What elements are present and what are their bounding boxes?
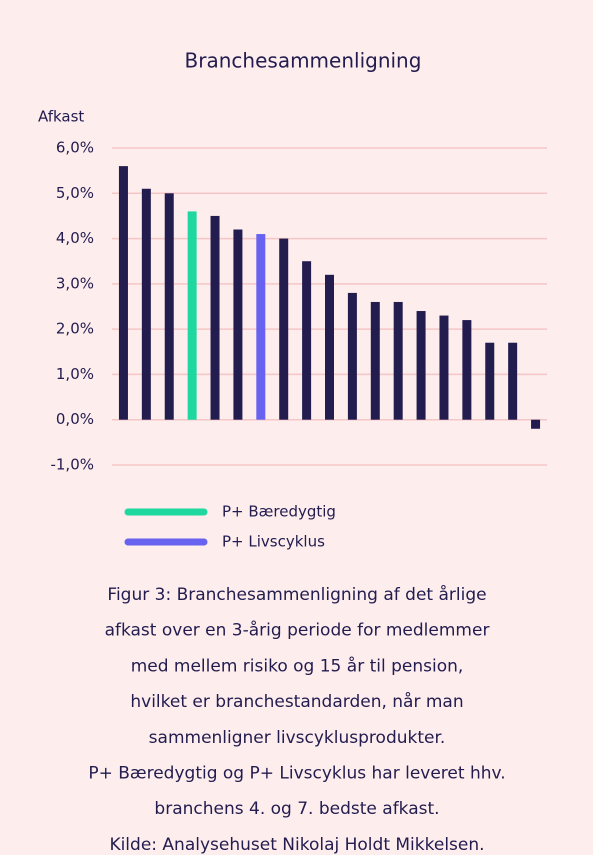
y-axis-label: Afkast [38, 108, 84, 126]
bar [141, 188, 151, 420]
y-tick-label: 4,0% [56, 229, 94, 247]
bar [256, 234, 266, 420]
bar [118, 166, 128, 420]
bar [416, 311, 426, 420]
caption-line: Figur 3: Branchesammenligning af det årl… [107, 584, 486, 605]
bar [325, 274, 334, 420]
legend-label: P+ Livscyklus [222, 533, 325, 551]
legend-label: P+ Bæredygtig [222, 503, 336, 521]
bar [439, 315, 449, 420]
bar [302, 261, 312, 420]
y-tick-label: 3,0% [56, 274, 94, 292]
y-tick-label: 5,0% [56, 184, 94, 202]
bar [164, 193, 174, 420]
y-tick-label: 0,0% [56, 410, 94, 428]
bar [531, 419, 541, 429]
caption-line: P+ Bæredygtig og P+ Livscyklus har lever… [88, 764, 505, 784]
caption-line: hvilket er branchestandarden, når man [130, 691, 463, 712]
bar [508, 342, 518, 420]
bar [187, 211, 197, 420]
caption-line: branchens 4. og 7. bedste afkast. [154, 799, 439, 819]
bar [485, 342, 495, 420]
caption-line: afkast over en 3-årig periode for medlem… [105, 620, 490, 641]
bar [370, 301, 380, 420]
caption-line: Kilde: Analysehuset Nikolaj Holdt Mikkel… [109, 835, 484, 855]
bar [210, 215, 220, 420]
y-tick-label: -1,0% [50, 456, 94, 474]
bar [347, 292, 357, 420]
bar [393, 301, 403, 420]
bar [233, 229, 243, 420]
y-tick-label: 2,0% [56, 320, 94, 338]
bar [462, 320, 472, 420]
caption-line: med mellem risiko og 15 år til pension, [131, 655, 464, 676]
caption-line: sammenligner livscyklusprodukter. [149, 728, 446, 748]
chart-title: Branchesammenligning [185, 49, 422, 73]
bar [279, 238, 289, 420]
y-tick-label: 6,0% [56, 139, 94, 157]
y-tick-label: 1,0% [56, 365, 94, 383]
